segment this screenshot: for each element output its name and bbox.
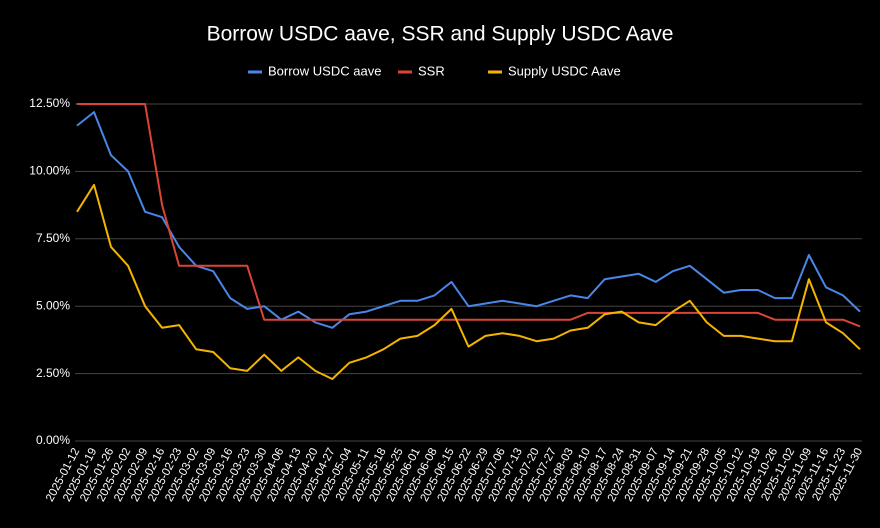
series-line [76, 111, 861, 329]
y-tick-label: 2.50% [36, 366, 70, 380]
y-tick-label: 12.50% [29, 96, 70, 110]
legend-label: Borrow USDC aave [268, 63, 381, 78]
series-line [76, 183, 861, 380]
chart-title: Borrow USDC aave, SSR and Supply USDC Aa… [207, 23, 674, 46]
legend-label: Supply USDC Aave [508, 63, 621, 78]
y-tick-label: 5.00% [36, 298, 70, 312]
y-tick-label: 10.00% [29, 164, 70, 178]
y-tick-label: 7.50% [36, 231, 70, 245]
series-line [77, 103, 861, 328]
legend-label: SSR [418, 63, 445, 78]
y-tick-label: 0.00% [36, 433, 70, 447]
